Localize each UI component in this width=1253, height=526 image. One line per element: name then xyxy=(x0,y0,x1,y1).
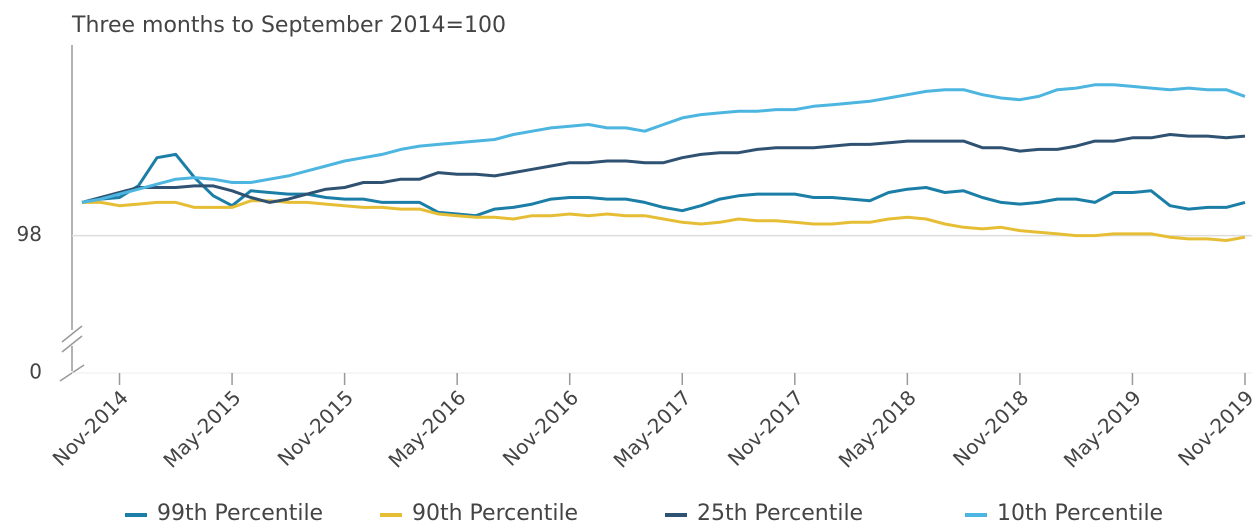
x-tick-label: Nov-2014 xyxy=(48,385,133,470)
x-tick-label: May-2018 xyxy=(834,385,921,472)
series-line xyxy=(81,152,1246,218)
x-tick-label: Nov-2016 xyxy=(498,385,583,470)
legend-label: 25th Percentile xyxy=(697,501,863,526)
series-line xyxy=(81,133,1246,204)
x-tick-label: Nov-2018 xyxy=(948,385,1033,470)
x-tick-label: May-2016 xyxy=(384,385,471,472)
chart-title: Three months to September 2014=100 xyxy=(71,13,506,38)
x-tick-label: Nov-2017 xyxy=(723,385,808,470)
y-tick-label: 98 xyxy=(17,222,42,246)
x-tick-label: May-2019 xyxy=(1059,385,1146,472)
series-line xyxy=(81,83,1246,204)
x-tick-label: May-2015 xyxy=(158,385,245,472)
axis-break xyxy=(61,325,83,343)
axis-break xyxy=(61,335,83,353)
x-tick-label: Nov-2015 xyxy=(273,385,358,470)
y-tick-label: 0 xyxy=(29,360,42,384)
x-tick-label: Nov-2019 xyxy=(1173,385,1253,470)
legend-label: 10th Percentile xyxy=(997,501,1163,526)
legend-label: 90th Percentile xyxy=(412,501,578,526)
legend-label: 99th Percentile xyxy=(157,501,323,526)
x-tick-label: May-2017 xyxy=(609,385,696,472)
